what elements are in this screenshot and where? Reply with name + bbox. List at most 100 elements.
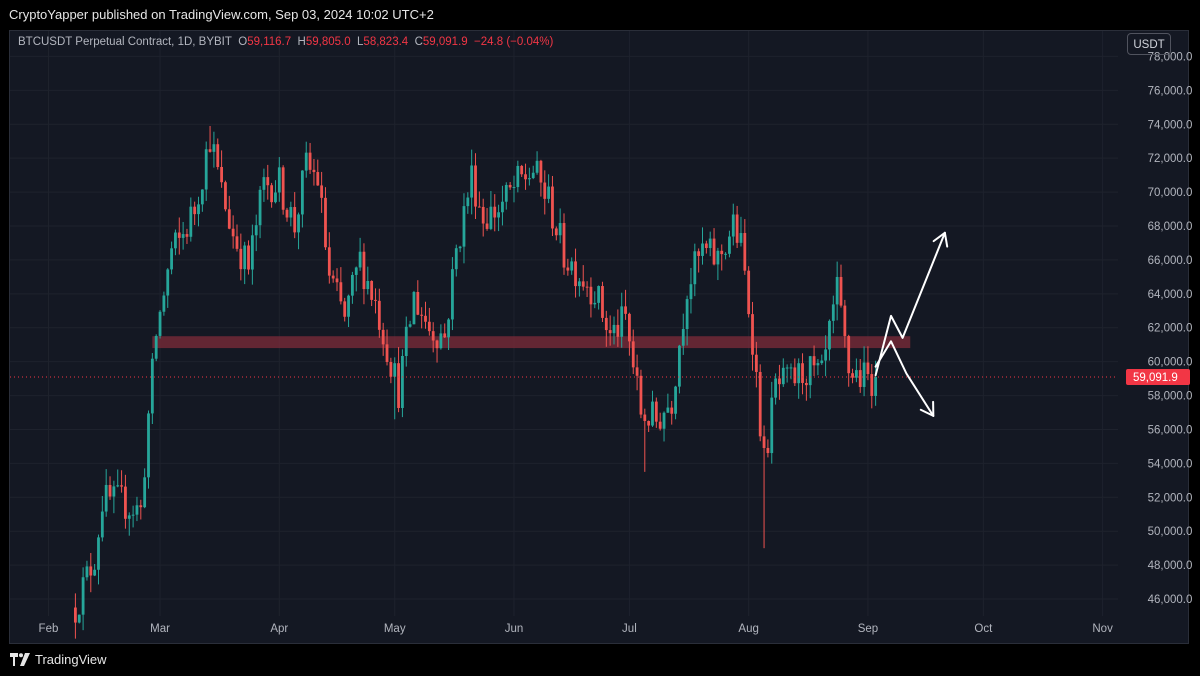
candle bbox=[624, 289, 627, 320]
time-axis[interactable]: Feb Mar Apr May Jun Jul Aug Sep Oct Nov bbox=[39, 623, 1114, 635]
candle-body bbox=[300, 170, 304, 215]
candle-body bbox=[158, 311, 162, 336]
x-tick-label: Oct bbox=[974, 623, 993, 635]
candle-body bbox=[516, 165, 520, 188]
candle bbox=[589, 277, 593, 318]
symbol-label[interactable]: BTCUSDT Perpetual Contract, 1D, BYBIT bbox=[18, 36, 232, 48]
candle bbox=[593, 291, 597, 309]
candle-body bbox=[197, 204, 200, 215]
candle-body bbox=[224, 182, 227, 210]
candle-body bbox=[854, 370, 858, 378]
currency-button[interactable]: USDT bbox=[1127, 33, 1171, 55]
candle bbox=[562, 213, 566, 275]
candle-body bbox=[774, 378, 777, 398]
candle bbox=[708, 231, 712, 257]
candle-body bbox=[831, 304, 835, 321]
candle bbox=[293, 192, 297, 239]
candle-body bbox=[112, 486, 116, 497]
y-tick-label: 72,000.0 bbox=[1148, 153, 1193, 165]
candle-body bbox=[362, 251, 366, 290]
candle bbox=[335, 268, 339, 292]
candle-body bbox=[474, 165, 477, 207]
candle-body bbox=[397, 363, 400, 408]
candle-body bbox=[243, 245, 247, 270]
candle-body bbox=[439, 333, 443, 349]
candle bbox=[162, 291, 166, 316]
candle bbox=[847, 334, 851, 387]
price-axis[interactable]: 46,000.0 48,000.0 50,000.0 52,000.0 54,000.0… bbox=[1148, 51, 1193, 606]
candle-body bbox=[401, 355, 404, 408]
candle bbox=[728, 230, 731, 258]
candle bbox=[804, 378, 808, 401]
high-key: H bbox=[297, 36, 306, 48]
candle-body bbox=[170, 248, 173, 270]
candle-body bbox=[370, 280, 374, 300]
candle bbox=[812, 345, 816, 376]
candle bbox=[454, 244, 458, 277]
candle-body bbox=[74, 607, 77, 623]
candle-body bbox=[485, 223, 489, 229]
y-tick-label: 50,000.0 bbox=[1148, 526, 1193, 538]
candle-body bbox=[254, 225, 258, 236]
candle bbox=[85, 560, 89, 581]
candle-body bbox=[551, 186, 554, 229]
candle bbox=[635, 354, 639, 391]
y-tick-label: 68,000.0 bbox=[1148, 221, 1193, 233]
candle bbox=[131, 505, 135, 528]
candle bbox=[831, 295, 835, 334]
candle bbox=[474, 153, 477, 219]
candle-body bbox=[666, 407, 670, 413]
candle bbox=[239, 233, 243, 281]
candle-body bbox=[593, 302, 597, 305]
candle-body bbox=[785, 367, 789, 369]
candle bbox=[616, 309, 620, 347]
candle-body bbox=[335, 278, 339, 283]
candle bbox=[427, 307, 431, 336]
candle-body bbox=[293, 207, 297, 233]
candle bbox=[685, 295, 689, 346]
candle-body bbox=[824, 349, 828, 361]
candle-body bbox=[766, 447, 770, 454]
candle bbox=[662, 411, 666, 442]
candle bbox=[670, 400, 674, 425]
candle bbox=[397, 347, 400, 413]
candle bbox=[462, 193, 466, 264]
candle bbox=[854, 358, 858, 383]
candle bbox=[147, 410, 150, 489]
candle bbox=[358, 237, 362, 271]
candle bbox=[285, 207, 289, 222]
candle-body bbox=[647, 420, 651, 426]
candle bbox=[300, 170, 304, 228]
candle-body bbox=[220, 166, 223, 183]
candle bbox=[208, 125, 212, 153]
arrow-up-head bbox=[932, 231, 949, 248]
candle bbox=[477, 191, 481, 208]
candle-body bbox=[674, 386, 677, 414]
candle-body bbox=[258, 189, 262, 226]
x-tick-label: Jun bbox=[505, 623, 524, 635]
candle-body bbox=[385, 344, 389, 362]
candle-body bbox=[643, 414, 647, 421]
candle bbox=[451, 257, 454, 331]
candle-body bbox=[635, 367, 639, 376]
candle-body bbox=[100, 511, 104, 538]
candle bbox=[547, 174, 551, 204]
candle-body bbox=[812, 356, 816, 366]
candle bbox=[651, 390, 654, 427]
candle bbox=[197, 196, 200, 227]
candle bbox=[166, 268, 170, 308]
candle bbox=[785, 364, 789, 383]
candle bbox=[697, 248, 701, 273]
candle bbox=[458, 245, 462, 253]
candle bbox=[470, 149, 474, 215]
y-tick-label: 56,000.0 bbox=[1148, 424, 1193, 436]
candle-body bbox=[724, 253, 727, 255]
candle-body bbox=[520, 165, 524, 175]
grid-lines bbox=[10, 31, 1118, 616]
close-key: C bbox=[414, 36, 423, 48]
tradingview-logo[interactable]: TradingView bbox=[10, 652, 107, 667]
candle bbox=[362, 243, 366, 305]
candle-body bbox=[501, 201, 504, 213]
candle-body bbox=[327, 247, 331, 276]
